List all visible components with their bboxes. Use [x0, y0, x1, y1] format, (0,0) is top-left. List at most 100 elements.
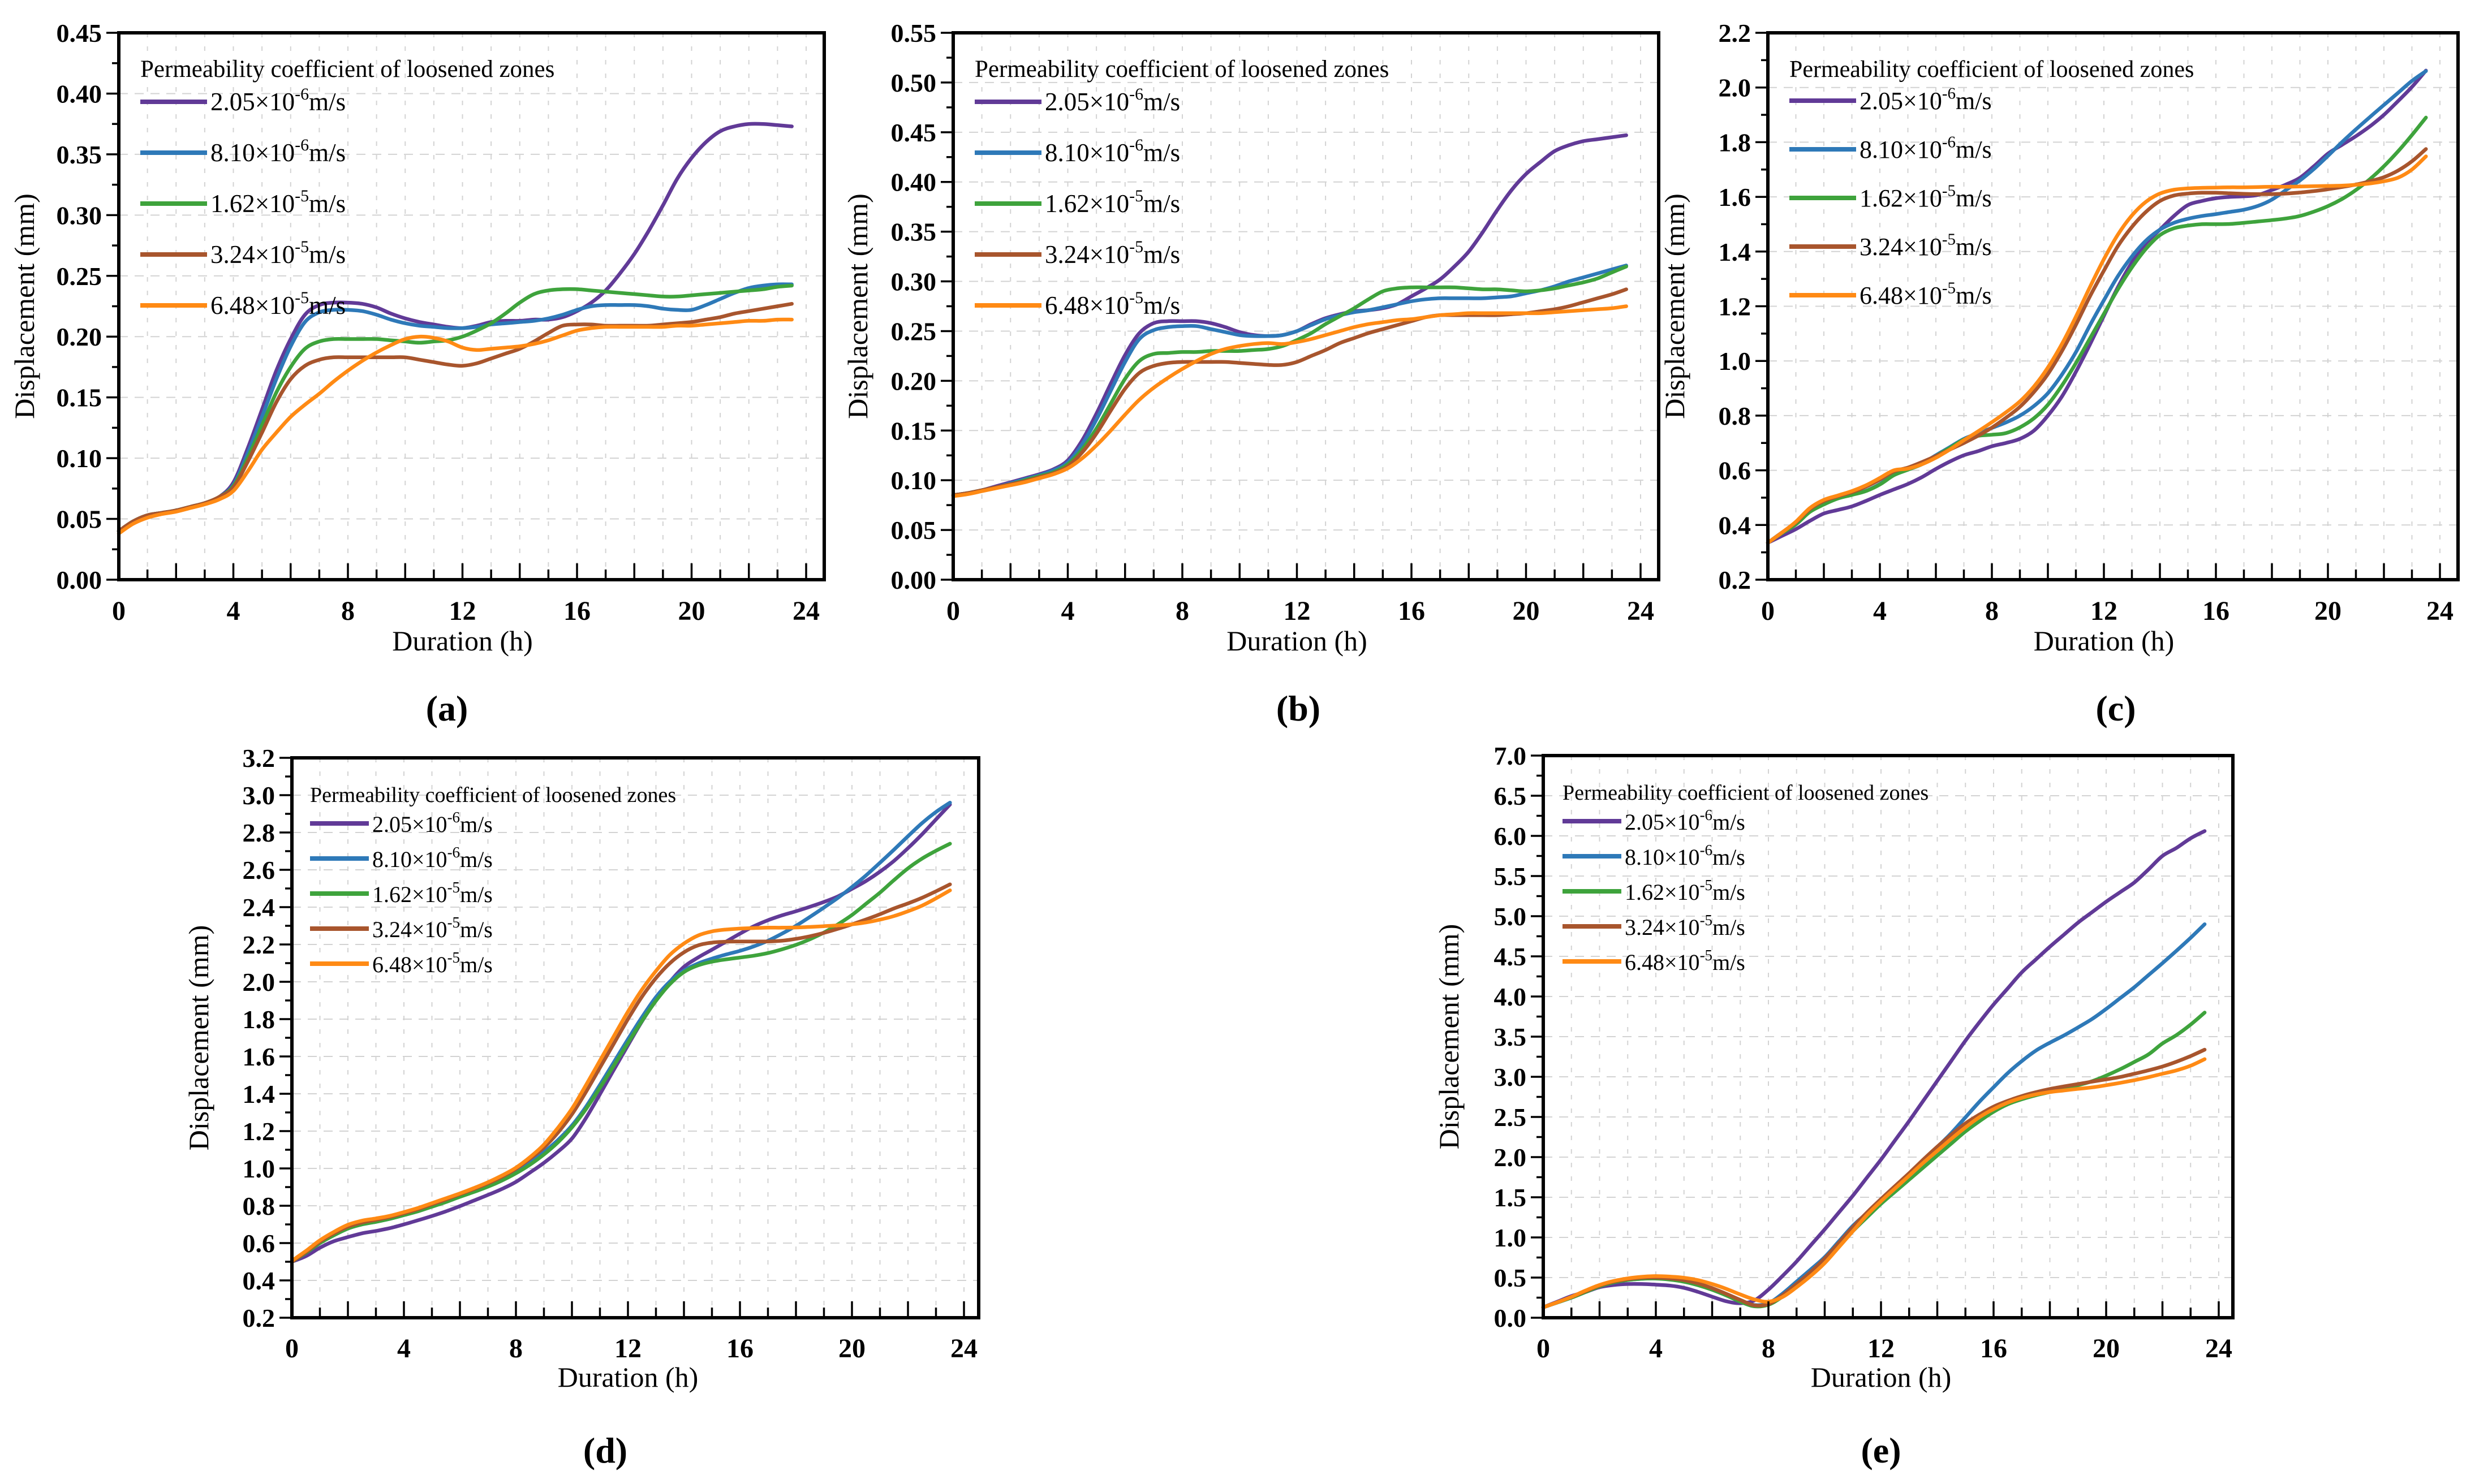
series-group — [1766, 68, 2428, 545]
svg-text:0.45: 0.45 — [57, 19, 102, 48]
svg-text:0.45: 0.45 — [891, 118, 937, 147]
svg-text:0: 0 — [946, 596, 960, 626]
series-line-2.05e-6ms — [1766, 68, 2428, 545]
chart-panel-d: 0 4 8 12 16 20 24 0.2 0.4 0.6 0.8 1.0 1.2 1.4 1.6 1.8 2.… — [183, 744, 980, 1393]
svg-text:8: 8 — [1985, 596, 1999, 626]
x-axis-ticks — [980, 563, 1642, 578]
svg-text:6.5: 6.5 — [1494, 782, 1527, 810]
svg-text:0.20: 0.20 — [891, 366, 937, 395]
svg-text:4.5: 4.5 — [1494, 942, 1527, 971]
svg-text:2.6: 2.6 — [243, 856, 276, 885]
legend: Permeability coefficient of loosened zon… — [1563, 781, 1929, 975]
svg-text:3.0: 3.0 — [1494, 1063, 1527, 1092]
svg-text:20: 20 — [1513, 596, 1540, 626]
svg-text:8: 8 — [1762, 1334, 1775, 1364]
y-axis-ticks — [1755, 32, 1768, 581]
grid — [1543, 756, 2233, 1318]
svg-text:0.25: 0.25 — [891, 317, 937, 346]
svg-text:4: 4 — [1649, 1334, 1663, 1364]
svg-text:12: 12 — [2090, 596, 2117, 626]
svg-text:2.0: 2.0 — [1719, 74, 1751, 102]
svg-text:12: 12 — [1867, 1334, 1895, 1364]
svg-text:0: 0 — [285, 1334, 299, 1364]
legend-entry-label: 8.10×10-6m/s — [372, 844, 493, 872]
x-axis-label: Duration (h) — [2034, 625, 2175, 657]
svg-text:16: 16 — [563, 596, 591, 626]
svg-text:0.4: 0.4 — [243, 1266, 276, 1295]
series-line-6.48e-5ms — [117, 317, 794, 536]
series-line-2.05e-6ms — [1541, 829, 2207, 1309]
svg-text:1.8: 1.8 — [1719, 128, 1751, 157]
svg-text:0.05: 0.05 — [891, 516, 937, 545]
svg-text:8: 8 — [341, 596, 355, 626]
svg-text:4: 4 — [397, 1334, 411, 1364]
series-line-8.10e-6ms — [1541, 922, 2207, 1309]
svg-text:0.10: 0.10 — [891, 466, 937, 495]
svg-text:0.50: 0.50 — [891, 68, 937, 97]
y-axis-label: Displacement (mm) — [8, 193, 40, 419]
legend-entry-label: 6.48×10-5m/s — [1625, 947, 1745, 975]
svg-text:12: 12 — [1284, 596, 1311, 626]
series-line-6.48e-5ms — [951, 304, 1628, 498]
x-axis-ticks — [1570, 1301, 2220, 1316]
svg-text:0.25: 0.25 — [57, 262, 102, 291]
legend-title: Permeability coefficient of loosened zon… — [1789, 57, 2194, 83]
svg-text:8: 8 — [509, 1334, 523, 1364]
series-group — [1541, 829, 2207, 1309]
legend-entry-label: 1.62×10-5m/s — [1860, 182, 1992, 212]
svg-text:24: 24 — [2205, 1334, 2232, 1364]
svg-text:0: 0 — [1761, 596, 1775, 626]
svg-text:4: 4 — [227, 596, 240, 626]
x-axis-ticks — [318, 1301, 965, 1316]
x-axis-tick-labels: 0 4 8 12 16 20 24 — [285, 1334, 978, 1364]
svg-text:0.00: 0.00 — [891, 566, 937, 594]
x-axis-ticks — [1794, 563, 2441, 578]
svg-text:3.2: 3.2 — [243, 744, 276, 773]
x-axis-ticks — [146, 563, 807, 578]
legend-entry-label: 2.05×10-6m/s — [1625, 806, 1745, 835]
legend-entry-label: 2.05×10-6m/s — [210, 85, 346, 116]
legend-entry-label: 2.05×10-6m/s — [1045, 85, 1180, 116]
svg-text:0.8: 0.8 — [1719, 402, 1751, 430]
svg-text:20: 20 — [2314, 596, 2341, 626]
legend-entry-label: 3.24×10-5m/s — [1045, 238, 1180, 269]
series-line-1.62e-5ms — [1541, 1011, 2207, 1309]
y-axis-ticks — [1531, 754, 1543, 1319]
svg-text:2.8: 2.8 — [243, 818, 276, 847]
legend-title: Permeability coefficient of loosened zon… — [1563, 781, 1929, 805]
svg-text:8: 8 — [1176, 596, 1189, 626]
svg-text:0.0: 0.0 — [1494, 1304, 1527, 1332]
series-line-1.62e-5ms — [1766, 115, 2428, 545]
svg-text:1.6: 1.6 — [1719, 183, 1751, 212]
svg-text:1.2: 1.2 — [243, 1117, 276, 1146]
svg-text:7.0: 7.0 — [1494, 741, 1527, 770]
svg-text:0.4: 0.4 — [1719, 511, 1751, 540]
svg-text:0.15: 0.15 — [891, 416, 937, 445]
svg-text:0: 0 — [1536, 1334, 1550, 1364]
svg-text:2.5: 2.5 — [1494, 1103, 1527, 1132]
svg-text:2.4: 2.4 — [243, 893, 276, 922]
svg-text:1.5: 1.5 — [1494, 1183, 1527, 1212]
svg-text:5.0: 5.0 — [1494, 902, 1527, 931]
svg-text:16: 16 — [726, 1334, 754, 1364]
legend: Permeability coefficient of loosened zon… — [140, 56, 554, 320]
chart-panel-b: 0 4 8 12 16 20 240.000.050.100.150.200.250.300… — [842, 19, 1660, 657]
svg-text:24: 24 — [793, 596, 820, 626]
svg-text:0.30: 0.30 — [891, 268, 937, 296]
legend-entry-label: 1.62×10-5m/s — [372, 879, 493, 907]
legend-entry-label: 2.05×10-6m/s — [372, 809, 493, 837]
chart-panel-c: 0 4 8 12 16 20 24 0.2 0.4 0.6 0.8 1.0 1.2 1.4 1.6 1.8 2.… — [1659, 19, 2460, 657]
series-line-3.24e-5ms — [951, 287, 1628, 497]
chart-panel-a: 0 4 8 12 16 20 240.000.050.100.150.200.250.300… — [8, 19, 826, 657]
legend-entry-label: 6.48×10-5m/s — [1045, 288, 1180, 320]
series-line-6.48e-5ms — [1766, 154, 2428, 545]
svg-text:16: 16 — [2202, 596, 2229, 626]
legend-entry-label: 6.48×10-5m/s — [210, 288, 346, 320]
svg-text:12: 12 — [614, 1334, 642, 1364]
svg-text:2.0: 2.0 — [243, 968, 276, 996]
svg-text:4: 4 — [1061, 596, 1075, 626]
plot-frame — [290, 756, 980, 1319]
svg-text:0.55: 0.55 — [891, 19, 937, 48]
y-axis-tick-labels: 0.00 0.05 0.10 0.15 0.20 0.25 0.30 0.35 0.40 0.45… — [891, 19, 937, 594]
series-line-3.24e-5ms — [1541, 1047, 2207, 1309]
